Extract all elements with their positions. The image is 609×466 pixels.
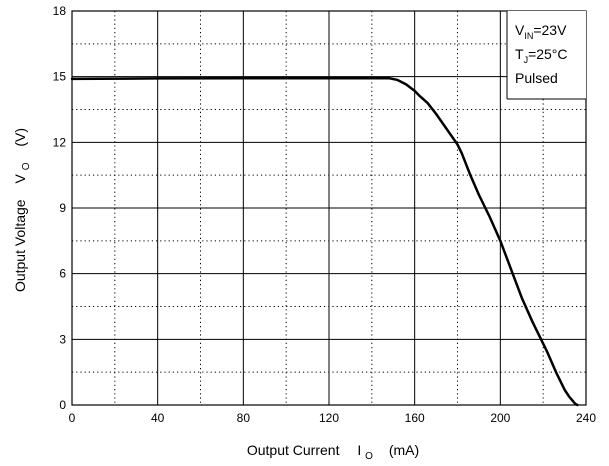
y-tick-label: 9 (59, 201, 66, 215)
y-ticks: 0 3 6 9 12 15 18 (53, 4, 67, 412)
x-tick-label: 160 (405, 411, 425, 425)
y-axis-label-sub: O (21, 162, 32, 170)
x-ticks: 0 40 80 120 160 200 240 (69, 411, 597, 425)
x-axis-label-symbol: I (357, 442, 361, 458)
series-layer (70, 76, 579, 407)
y-tick-label: 15 (53, 70, 67, 84)
x-axis-label-unit: (mA) (389, 442, 419, 458)
y-axis-label-unit: (V) (12, 128, 28, 147)
x-tick-label: 120 (319, 411, 339, 425)
x-tick-label: 200 (490, 411, 510, 425)
legend-box: VIN=23V TJ=25°C Pulsed (506, 11, 586, 100)
y-tick-label: 3 (59, 332, 66, 346)
x-axis-label: Output Current I O (mA) (247, 442, 419, 462)
y-axis-label-symbol: V (12, 174, 28, 184)
y-tick-label: 18 (53, 4, 67, 18)
x-tick-label: 0 (69, 411, 76, 425)
y-tick-label: 6 (59, 267, 66, 281)
legend-line: Pulsed (515, 70, 558, 86)
y-tick-label: 12 (53, 135, 67, 149)
legend-background (507, 11, 586, 99)
x-axis-label-sub: O (365, 451, 373, 462)
x-tick-label: 240 (576, 411, 596, 425)
plot-frame (71, 10, 587, 406)
legend-line: VIN=23V (515, 22, 567, 41)
y-axis-label: Output Voltage V O (V) (12, 128, 32, 292)
x-tick-label: 80 (237, 411, 251, 425)
series-line-0 (70, 76, 579, 407)
y-tick-label: 0 (59, 398, 66, 412)
y-axis-label-main: Output Voltage (12, 199, 28, 292)
x-axis-label-main: Output Current (247, 442, 340, 458)
x-tick-label: 40 (151, 411, 165, 425)
legend-line: TJ=25°C (515, 46, 568, 65)
